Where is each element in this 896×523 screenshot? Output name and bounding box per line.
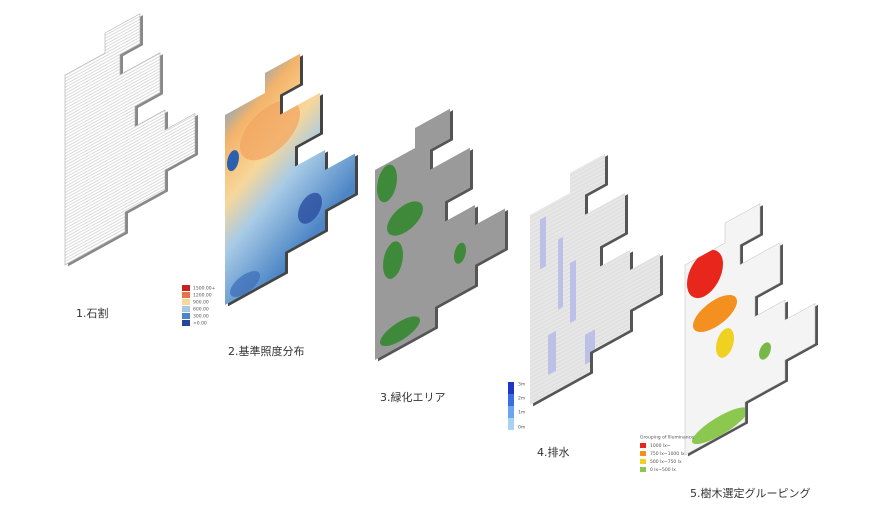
legend-title: Grouping of Illuminance <box>640 435 694 441</box>
legend-trees: Grouping of Illuminance 1000 lx~ 750 lx~… <box>640 435 694 473</box>
legend-label: 900.00 <box>193 300 209 306</box>
panel-label: 3.緑化エリア <box>380 390 446 404</box>
legend-drainage: 3m 2m 1m 0m <box>508 382 525 431</box>
legend-label: 500 lx~750 lx <box>650 459 682 465</box>
legend-label: 1000 lx~ <box>650 443 671 449</box>
panel-label: 4.排水 <box>537 445 570 459</box>
panel-trees <box>684 172 818 457</box>
panel-label: 1.石割 <box>76 306 109 320</box>
legend-label: 0m <box>518 425 525 431</box>
legend-label: 300.00 <box>193 314 209 320</box>
legend-label: 750 lx~1000 lx <box>650 451 685 457</box>
panel-label: 5.樹木選定グルーピング <box>690 486 811 500</box>
legend-label: 2m <box>518 396 525 402</box>
legend-label: 1m <box>518 410 525 416</box>
legend-label: 600.00 <box>193 307 209 313</box>
legend-label: 3m <box>518 382 525 388</box>
legend-label: 1500.00+ <box>193 286 216 292</box>
legend-label: 1200.00 <box>193 293 212 299</box>
legend-label: 0 lx~500 lx <box>650 467 676 473</box>
legend-illuminance: 1500.00+ 1200.00 900.00 600.00 300.00 <0… <box>182 285 216 327</box>
panel-green <box>375 78 508 362</box>
panel-drainage <box>530 123 663 407</box>
panel-illuminance <box>225 23 358 307</box>
panel-label: 2.基準照度分布 <box>228 344 305 358</box>
panel-stone <box>64 0 198 267</box>
legend-label: <0.00 <box>193 321 207 327</box>
